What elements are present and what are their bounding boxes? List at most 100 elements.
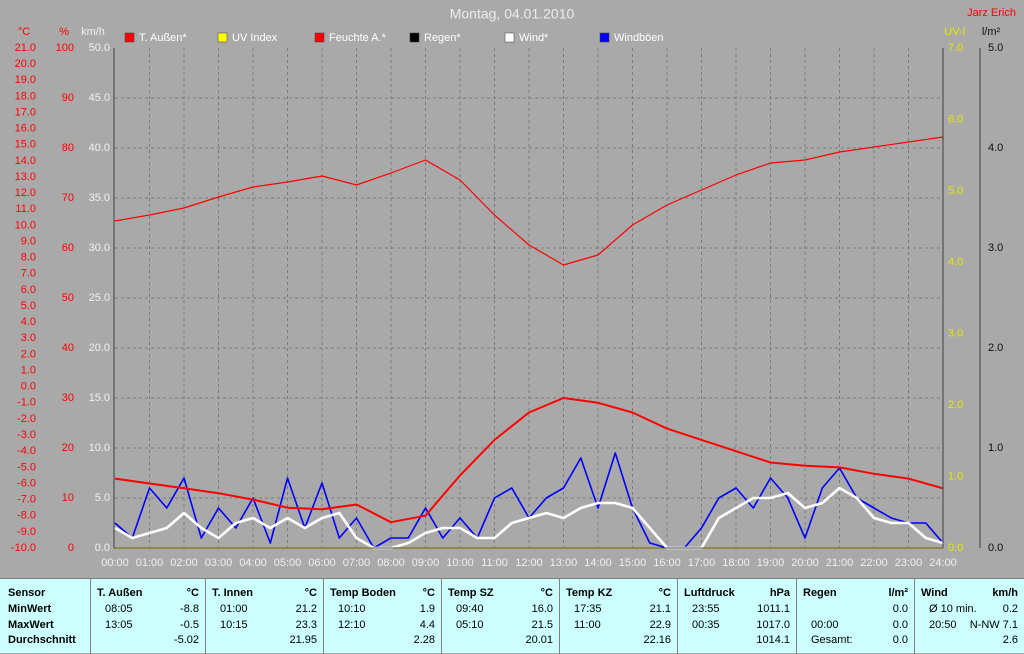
header-cell: Sensor <box>8 587 46 599</box>
y-tick-label: -4.0 <box>17 445 36 457</box>
series-line <box>114 486 944 550</box>
x-tick-label: 04:00 <box>239 557 267 569</box>
legend-swatch <box>599 32 610 43</box>
y-tick-label: 2.0 <box>948 399 963 411</box>
x-tick-label: 17:00 <box>688 557 716 569</box>
table-cell: 0.0 <box>892 603 908 615</box>
table-cell: 10:15 <box>220 619 248 631</box>
y-tick-label: 30.0 <box>89 242 110 254</box>
y-tick-label: 5.0 <box>95 492 110 504</box>
table-cell: 1011.1 <box>757 603 790 615</box>
y-tick-label: 21.0 <box>15 42 36 54</box>
y-tick-label: 60 <box>62 242 74 254</box>
legend-swatch <box>314 32 325 43</box>
legend-label: T. Außen* <box>139 32 187 44</box>
y-tick-label: -1.0 <box>17 397 36 409</box>
table-cell: N-NW 7.1 <box>969 619 1018 631</box>
table-cell: 1.9 <box>419 603 435 615</box>
table-cell: 0.0 <box>892 634 908 646</box>
x-tick-label: 21:00 <box>826 557 854 569</box>
chart: Montag, 04.01.2010 Jarz Erich °C 21.0 20.0… <box>11 6 1016 569</box>
summary-table: Sensor MinWert MaxWert Durchschnitt T. Außen… <box>0 578 1024 654</box>
legend-swatch <box>409 32 420 43</box>
table-cell: 05:10 <box>456 619 484 631</box>
y-tick-label: 2.0 <box>988 342 1003 354</box>
y-tick-label: 15.0 <box>89 392 110 404</box>
y-tick-label: 50.0 <box>89 42 110 54</box>
y-tick-label: 12.0 <box>15 187 36 199</box>
header-unit: l/m² <box>888 587 908 599</box>
table-column: Temp SZ °C 09:40 16.0 05:10 21.5 20.01 <box>441 579 559 654</box>
legend-label: Regen* <box>424 32 461 44</box>
legend-swatch <box>504 32 515 43</box>
table-cell: 12:10 <box>338 619 366 631</box>
x-tick-label: 13:00 <box>550 557 578 569</box>
table-cell: -0.5 <box>180 619 199 631</box>
chart-title: Montag, 04.01.2010 <box>450 6 575 22</box>
legend-swatch <box>217 32 228 43</box>
y-tick-label: 8.0 <box>21 252 36 264</box>
y-tick-label: 18.0 <box>15 90 36 102</box>
y-tick-label: 16.0 <box>15 123 36 135</box>
legend-swatch <box>124 32 135 43</box>
x-tick-label: 06:00 <box>308 557 336 569</box>
x-tick-label: 09:00 <box>412 557 440 569</box>
table-cell: 16.0 <box>531 603 553 615</box>
y-tick-label: 100 <box>56 42 74 54</box>
table-cell: 0.0 <box>892 619 908 631</box>
y-tick-label: 6.0 <box>21 284 36 296</box>
table-cell: 00:35 <box>692 619 720 631</box>
table-cell: 2.6 <box>1002 634 1018 646</box>
y-tick-label: 90 <box>62 92 74 104</box>
header-cell: Temp KZ <box>566 587 613 599</box>
x-tick-label: 18:00 <box>722 557 750 569</box>
y-tick-label: 20.0 <box>15 58 36 70</box>
y-tick-label: -6.0 <box>17 477 36 489</box>
y-tick-label: 45.0 <box>89 92 110 104</box>
x-tick-label: 24:00 <box>929 557 957 569</box>
y-tick-label: 3.0 <box>948 328 963 340</box>
y-tick-label: 5.0 <box>988 42 1003 54</box>
legend-label: Feuchte A.* <box>329 32 387 44</box>
header-cell: T. Außen <box>97 587 143 599</box>
y-tick-label: 2.0 <box>21 348 36 360</box>
legend-label: UV Index <box>232 32 278 44</box>
x-tick-label: 20:00 <box>791 557 819 569</box>
table-cell: 20.01 <box>525 634 553 646</box>
table-column: Wind km/h Ø 10 min. 0.2 20:50 N-NW 7.1 2.6 <box>914 579 1024 654</box>
header-cell: Regen <box>803 587 837 599</box>
header-cell: Luftdruck <box>684 587 735 599</box>
table-cell: 21.95 <box>289 634 317 646</box>
table-cell: -8.8 <box>180 603 199 615</box>
x-tick-label: 14:00 <box>584 557 612 569</box>
table-column: Temp Boden °C 10:10 1.9 12:10 4.4 2.28 <box>323 579 441 654</box>
y-tick-label: -3.0 <box>17 429 36 441</box>
y-tick-label: 1.0 <box>21 364 36 376</box>
y-tick-label: 40 <box>62 342 74 354</box>
header-cell: T. Innen <box>212 587 253 599</box>
table-cell: 21.5 <box>531 619 553 631</box>
series-line <box>114 397 944 524</box>
y-tick-label: 0.0 <box>988 542 1003 554</box>
y-tick-label: 9.0 <box>21 235 36 247</box>
table-column: T. Außen °C 08:05 -8.8 13:05 -0.5 -5.02 <box>90 579 205 654</box>
axis-title: °C <box>18 26 30 38</box>
x-tick-label: 15:00 <box>619 557 647 569</box>
x-tick-label: 01:00 <box>136 557 164 569</box>
y-tick-label: 15.0 <box>15 139 36 151</box>
header-unit: °C <box>186 587 199 599</box>
table-column: Luftdruck hPa 23:55 1011.1 00:35 1017.0 1014.1 <box>677 579 796 654</box>
y-tick-label: 70 <box>62 192 74 204</box>
y-tick-label: -2.0 <box>17 413 36 425</box>
y-tick-label: 0.0 <box>95 542 110 554</box>
y-tick-label: 6.0 <box>948 113 963 125</box>
table-cell: 2.28 <box>413 634 435 646</box>
y-tick-label: -10.0 <box>11 542 36 554</box>
y-tick-label: 0 <box>68 542 74 554</box>
table-cell: 1014.1 <box>756 634 790 646</box>
axis-title: l/m² <box>982 26 1001 38</box>
x-tick-label: 22:00 <box>860 557 888 569</box>
x-tick-label: 12:00 <box>515 557 543 569</box>
table-cell: 23.3 <box>295 619 317 631</box>
axis-title: km/h <box>81 26 105 38</box>
